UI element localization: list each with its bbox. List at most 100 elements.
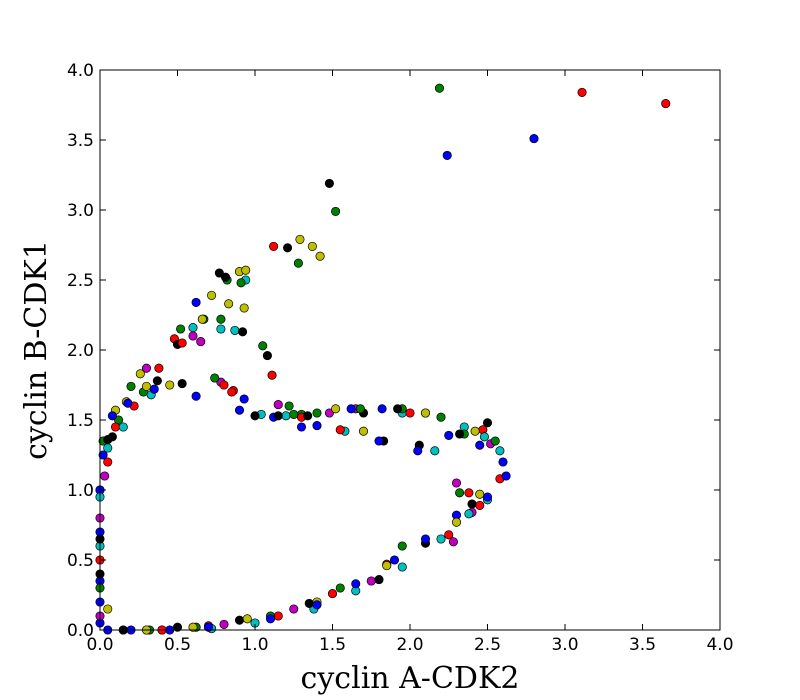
data-point xyxy=(405,408,415,418)
data-point xyxy=(312,421,322,431)
y-tick-label: 4.0 xyxy=(67,61,94,81)
data-point xyxy=(236,278,246,288)
data-point xyxy=(177,379,187,389)
data-point xyxy=(126,381,136,391)
data-point xyxy=(141,363,152,373)
y-tick-label: 3.5 xyxy=(67,131,94,151)
data-point xyxy=(351,579,361,589)
data-point xyxy=(203,622,214,632)
data-point xyxy=(227,387,237,397)
data-point xyxy=(118,422,128,432)
data-point xyxy=(444,530,454,540)
y-tick-label: 2.0 xyxy=(67,341,94,361)
data-point xyxy=(455,429,465,439)
x-axis-label: cyclin A-CDK2 xyxy=(301,661,520,696)
data-point xyxy=(239,394,249,404)
data-point xyxy=(210,373,220,383)
y-tick-label: 0.5 xyxy=(67,551,94,571)
data-point xyxy=(219,619,229,629)
data-point xyxy=(154,363,164,373)
data-point xyxy=(451,517,462,527)
x-tick-label: 2.5 xyxy=(474,635,501,655)
y-tick-label: 3.0 xyxy=(67,201,94,221)
data-point xyxy=(289,409,299,419)
data-point xyxy=(196,337,206,347)
data-point xyxy=(214,268,224,278)
data-point xyxy=(393,404,403,414)
data-point xyxy=(188,331,198,341)
data-point xyxy=(141,381,152,391)
data-point xyxy=(335,583,345,593)
data-point xyxy=(219,380,229,390)
data-point xyxy=(149,384,159,394)
data-point xyxy=(355,404,365,414)
data-point xyxy=(436,534,446,544)
data-point xyxy=(103,604,113,614)
data-point xyxy=(464,509,474,519)
data-point xyxy=(475,489,485,499)
data-point xyxy=(191,391,201,401)
data-point xyxy=(382,561,392,571)
data-point xyxy=(273,611,283,621)
data-point xyxy=(289,604,299,614)
x-tick-label: 4.0 xyxy=(706,635,733,655)
data-point xyxy=(464,488,474,498)
y-tick-label: 1.5 xyxy=(67,411,94,431)
data-point xyxy=(224,299,234,309)
axis-ticks xyxy=(99,69,721,631)
data-point xyxy=(304,598,314,608)
data-point xyxy=(475,440,485,450)
data-point xyxy=(324,178,334,188)
data-point xyxy=(188,323,198,333)
data-point xyxy=(242,614,252,624)
data-point xyxy=(529,134,539,144)
data-point xyxy=(366,576,376,586)
x-tick-label: 0.0 xyxy=(86,635,113,655)
y-tick-label: 0.0 xyxy=(67,621,94,641)
data-point xyxy=(135,369,145,379)
data-point xyxy=(346,404,356,414)
data-point xyxy=(107,411,117,421)
y-tick-label: 1.0 xyxy=(67,481,94,501)
data-point xyxy=(238,327,248,337)
data-point xyxy=(216,314,226,324)
data-point xyxy=(397,541,407,551)
data-point xyxy=(501,471,511,481)
data-point xyxy=(455,488,465,498)
data-point xyxy=(221,272,231,282)
data-point xyxy=(389,555,400,565)
data-point xyxy=(467,499,477,509)
data-point xyxy=(207,290,217,300)
data-point xyxy=(296,422,307,432)
x-tick-label: 3.5 xyxy=(629,635,656,655)
data-point xyxy=(250,411,260,421)
x-tick-label: 0.5 xyxy=(164,635,191,655)
plot-area xyxy=(95,69,721,635)
data-point xyxy=(577,87,587,97)
data-point xyxy=(430,446,440,456)
data-point xyxy=(262,351,272,361)
data-point xyxy=(479,432,489,442)
data-point xyxy=(451,478,462,488)
data-point xyxy=(273,411,283,421)
data-point xyxy=(377,404,387,414)
data-point xyxy=(267,370,277,380)
data-point xyxy=(436,412,446,422)
data-point xyxy=(444,430,454,440)
data-point xyxy=(234,405,245,415)
x-tick-label: 2.0 xyxy=(396,635,423,655)
plot-frame xyxy=(99,69,721,631)
data-point xyxy=(293,258,303,268)
data-points xyxy=(95,83,671,635)
data-point xyxy=(107,432,117,442)
x-tick-label: 1.0 xyxy=(241,635,268,655)
data-point xyxy=(197,314,207,324)
data-point xyxy=(397,562,407,572)
data-point xyxy=(241,265,251,275)
data-point xyxy=(434,83,444,93)
data-point xyxy=(177,338,187,348)
data-point xyxy=(482,418,493,428)
data-point xyxy=(152,376,162,386)
data-point xyxy=(216,324,226,334)
